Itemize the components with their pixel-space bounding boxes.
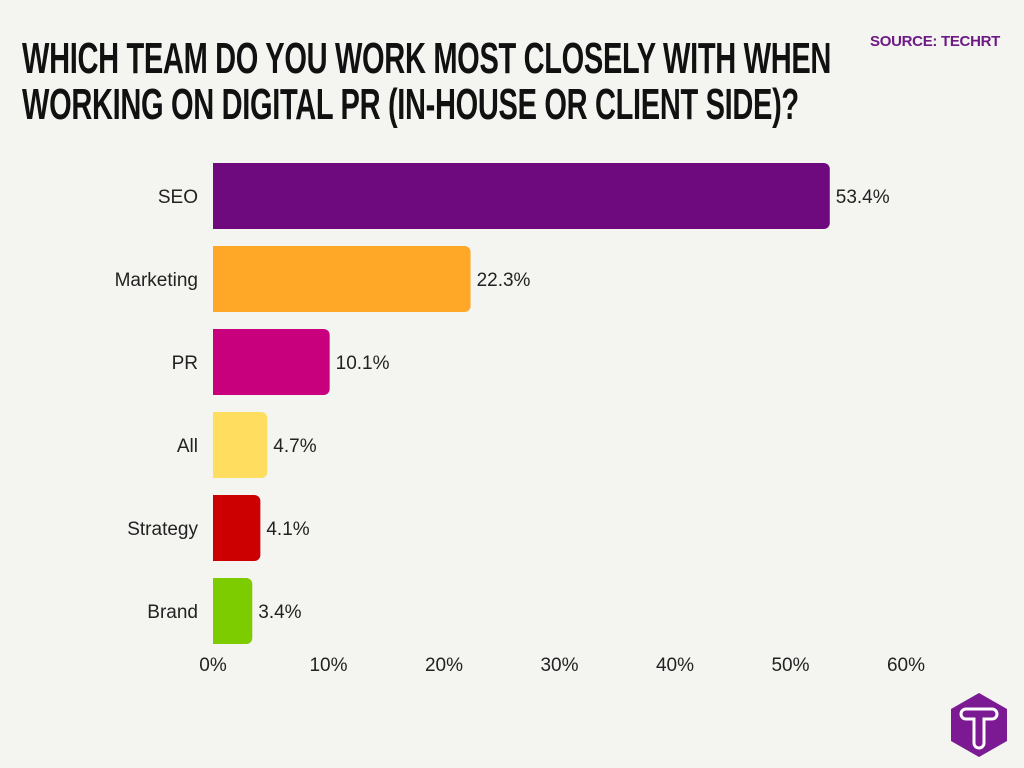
x-tick-label: 40% [656, 655, 694, 676]
bar-pr [213, 329, 330, 395]
chart-title-line-1: Which team do you work most closely with… [22, 34, 832, 83]
bar-strategy [212, 495, 261, 561]
chart-title-line-2: working on digital PR (in-house or clien… [22, 80, 799, 129]
bar-all [213, 412, 268, 478]
x-tick-label: 20% [425, 655, 463, 676]
x-tick-label: 60% [887, 655, 925, 676]
value-label: 4.1% [266, 519, 309, 540]
category-label: All [177, 436, 198, 457]
x-tick-label: 0% [199, 655, 227, 676]
category-label: SEO [158, 187, 198, 208]
value-label: 10.1% [336, 353, 390, 374]
category-label: Marketing [115, 270, 198, 291]
x-tick-label: 10% [309, 655, 347, 676]
value-label: 3.4% [258, 602, 301, 623]
category-label: Brand [147, 602, 198, 623]
x-tick-label: 30% [540, 655, 578, 676]
bar-marketing [213, 246, 471, 312]
source-label: SOURCE: TECHRT [870, 33, 1000, 50]
bar-seo [213, 163, 830, 229]
category-label: Strategy [127, 519, 198, 540]
x-tick-label: 50% [771, 655, 809, 676]
value-label: 53.4% [836, 187, 890, 208]
value-label: 4.7% [273, 436, 316, 457]
bar-brand [213, 578, 253, 644]
value-label: 22.3% [477, 270, 531, 291]
category-label: PR [172, 353, 198, 374]
chart-title: Which team do you work most closely with… [22, 36, 831, 128]
